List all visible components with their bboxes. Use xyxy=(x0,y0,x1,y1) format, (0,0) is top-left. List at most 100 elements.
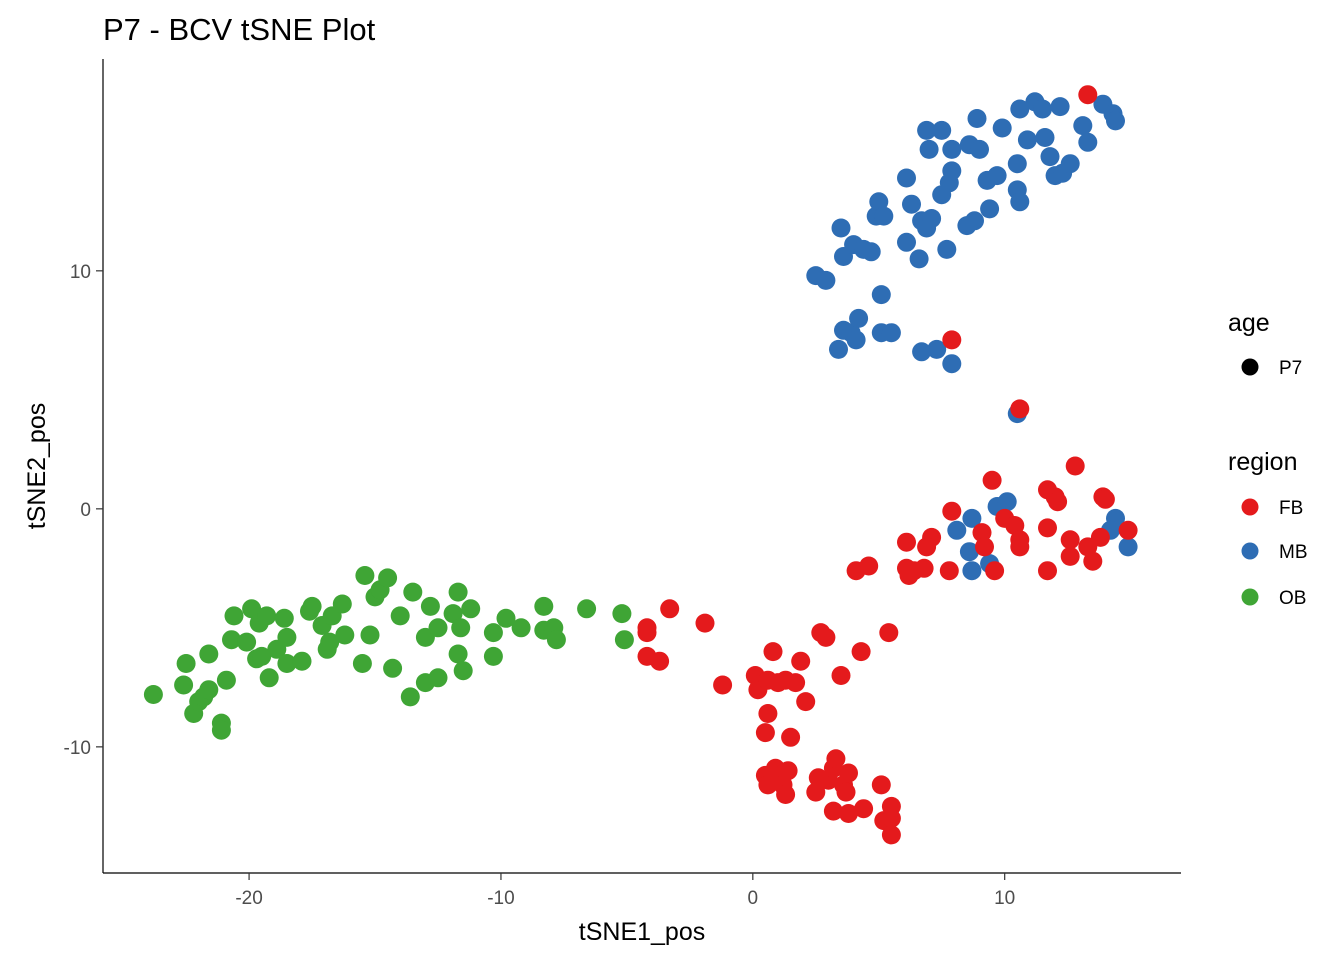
y-axis-ticks: -10 0 10 xyxy=(64,262,103,759)
point-mb-9 xyxy=(881,323,901,343)
point-fb-19 xyxy=(1060,546,1080,566)
y-tick-label: -10 xyxy=(64,738,91,759)
point-ob-31 xyxy=(332,594,352,614)
point-ob-34 xyxy=(355,566,375,585)
y-tick-label: 10 xyxy=(70,262,91,283)
point-mb-12 xyxy=(942,354,962,374)
point-ob-17 xyxy=(252,646,272,666)
point-ob-38 xyxy=(378,568,398,588)
point-mb-30 xyxy=(922,209,942,228)
point-mb-53 xyxy=(1035,128,1055,147)
point-fb-77 xyxy=(854,799,874,819)
point-ob-14 xyxy=(242,599,262,619)
legend-label-mb: MB xyxy=(1279,542,1308,563)
point-mb-40 xyxy=(967,109,987,128)
point-mb-64 xyxy=(962,508,982,528)
point-ob-45 xyxy=(420,596,440,616)
point-mb-45 xyxy=(992,118,1012,138)
point-mb-60 xyxy=(1078,132,1098,152)
point-ob-1 xyxy=(174,675,194,695)
point-mb-50 xyxy=(1017,130,1037,150)
point-mb-66 xyxy=(959,542,979,562)
point-fb-14 xyxy=(1038,518,1057,538)
point-fb-1 xyxy=(942,330,962,350)
point-mb-39 xyxy=(965,211,984,231)
point-ob-51 xyxy=(451,618,471,638)
point-mb-63 xyxy=(1106,111,1125,131)
point-ob-41 xyxy=(400,687,420,707)
point-ob-32 xyxy=(335,625,355,645)
point-fb-10 xyxy=(1005,516,1025,535)
point-fb-58 xyxy=(851,642,871,662)
point-fb-42 xyxy=(713,675,733,695)
point-ob-21 xyxy=(274,608,294,628)
point-fb-23 xyxy=(1090,527,1110,547)
point-mb-7 xyxy=(871,285,891,305)
point-fb-54 xyxy=(796,692,816,712)
point-ob-0 xyxy=(143,685,163,704)
point-fb-8 xyxy=(985,561,1005,581)
point-fb-38 xyxy=(637,623,657,643)
point-mb-52 xyxy=(1033,99,1052,119)
x-tick-label: 0 xyxy=(748,888,759,909)
point-fb-82 xyxy=(881,825,901,845)
x-axis-title: tSNE1_pos xyxy=(579,918,705,946)
point-fb-65 xyxy=(776,785,796,804)
point-ob-22 xyxy=(277,627,297,647)
point-mb-29 xyxy=(919,139,939,159)
point-ob-57 xyxy=(511,618,531,638)
points-layer xyxy=(143,85,1138,845)
chart-title: P7 - BCV tSNE Plot xyxy=(103,12,376,47)
point-mb-25 xyxy=(909,249,929,269)
point-mb-70 xyxy=(997,492,1017,512)
point-ob-6 xyxy=(199,680,219,700)
point-fb-15 xyxy=(1038,561,1057,581)
point-mb-44 xyxy=(987,166,1007,186)
x-axis-ticks: -20 -10 0 10 xyxy=(235,873,1015,909)
point-fb-0 xyxy=(1078,85,1098,105)
legend-key-mb xyxy=(1241,542,1259,560)
point-ob-42 xyxy=(403,582,423,602)
point-fb-41 xyxy=(695,613,715,633)
point-mb-41 xyxy=(970,139,989,159)
point-ob-48 xyxy=(443,604,463,624)
point-mb-2 xyxy=(829,339,848,359)
point-ob-50 xyxy=(448,644,468,664)
point-ob-7 xyxy=(199,644,219,664)
point-fb-48 xyxy=(755,723,775,743)
point-ob-55 xyxy=(483,623,503,643)
point-fb-76 xyxy=(839,804,858,823)
point-fb-72 xyxy=(823,801,843,821)
point-ob-40 xyxy=(390,606,410,626)
point-mb-21 xyxy=(874,206,894,226)
point-mb-1 xyxy=(816,270,836,290)
legend-key-fb xyxy=(1241,498,1259,516)
point-mb-18 xyxy=(861,242,881,262)
point-ob-11 xyxy=(222,630,241,650)
point-fb-5 xyxy=(982,470,1002,490)
point-fb-7 xyxy=(975,537,994,557)
point-fb-6 xyxy=(972,523,992,543)
point-mb-28 xyxy=(917,120,937,140)
x-tick-label: 10 xyxy=(994,888,1015,909)
point-ob-18 xyxy=(257,606,277,626)
point-ob-49 xyxy=(448,582,468,602)
point-fb-57 xyxy=(831,666,851,685)
point-mb-59 xyxy=(1073,116,1093,136)
point-fb-29 xyxy=(897,532,916,552)
point-mb-23 xyxy=(897,232,916,252)
point-mb-11 xyxy=(927,339,947,359)
point-fb-36 xyxy=(660,599,680,619)
point-mb-22 xyxy=(897,168,916,188)
point-mb-5 xyxy=(846,330,866,350)
point-ob-58 xyxy=(534,596,554,616)
point-fb-66 xyxy=(778,761,798,781)
point-mb-73 xyxy=(1118,537,1138,557)
point-ob-23 xyxy=(277,654,297,673)
point-ob-62 xyxy=(577,599,597,619)
point-ob-63 xyxy=(612,604,632,624)
point-ob-47 xyxy=(428,668,448,688)
point-mb-33 xyxy=(937,239,957,259)
legend-label-fb: FB xyxy=(1279,498,1303,519)
